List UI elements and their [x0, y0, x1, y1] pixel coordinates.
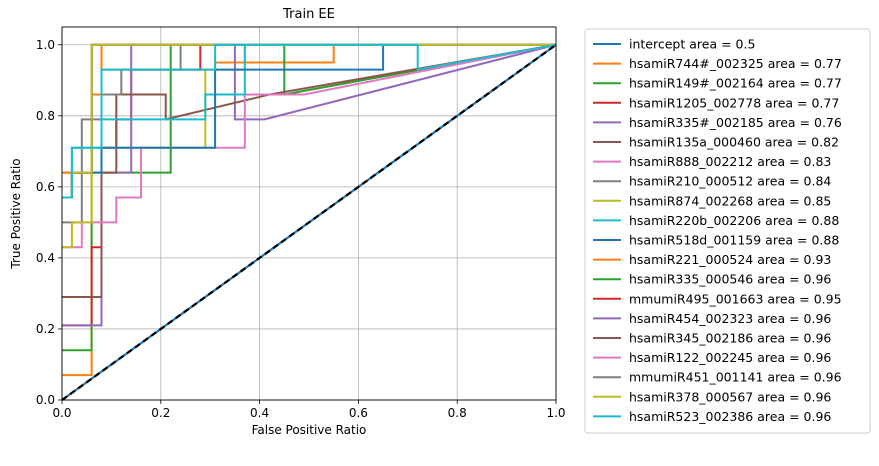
series-line-hsamir220b-002206 [62, 43, 556, 199]
legend-entry: hsamiR1205_002778 area = 0.77 [629, 95, 839, 110]
legend-entry: hsamiR149#_002164 area = 0.77 [629, 76, 842, 91]
x-tick-label: 0.2 [151, 406, 170, 420]
grid-lines [61, 27, 557, 401]
legend-entry: hsamiR210_000512 area = 0.84 [629, 174, 831, 189]
x-tick-label: 0.0 [52, 406, 71, 420]
x-tick-label: 1.0 [546, 406, 565, 420]
y-tick-label: 0.4 [36, 251, 55, 265]
series-line-mmumir495-001663 [62, 43, 556, 199]
legend-entry: hsamiR135a_000460 area = 0.82 [629, 135, 839, 150]
series-line-hsamir518d-001159 [62, 43, 556, 174]
series-line-hsamir335-000546 [62, 43, 556, 199]
series-line-hsamir122-002245 [62, 43, 556, 199]
y-tick-label: 0.6 [36, 180, 55, 194]
series-line-hsamir454-002323 [62, 43, 556, 199]
x-axis-label: False Positive Ratio [252, 423, 367, 437]
y-tick-label: 0.8 [36, 109, 55, 123]
x-tick-label: 0.6 [349, 406, 368, 420]
legend-entry: mmumiR495_001663 area = 0.95 [629, 291, 842, 306]
x-tick-label: 0.4 [250, 406, 269, 420]
series-layer [62, 43, 557, 377]
legend-entry: hsamiR335_000546 area = 0.96 [629, 272, 831, 287]
legend-entry: hsamiR122_002245 area = 0.96 [629, 350, 831, 365]
axis-ticks: 0.0 0.2 0.4 0.6 0.8 1.0 0.0 0.2 0.4 0.6 0.8 1.0 [36, 38, 566, 420]
legend-frame [584, 28, 871, 434]
legend-entry: hsamiR335#_002185 area = 0.76 [629, 115, 842, 130]
legend-entry: hsamiR744#_002325 area = 0.77 [629, 56, 842, 71]
legend-entry: hsamiR378_000567 area = 0.96 [629, 389, 831, 404]
chart-title: Train EE [282, 7, 335, 22]
legend-entry: hsamiR220b_002206 area = 0.88 [629, 213, 839, 228]
series-line-hsamir523-002386 [62, 43, 557, 199]
series-line-hsamir135a-000460 [62, 43, 557, 298]
legend-entry: hsamiR888_002212 area = 0.83 [629, 154, 831, 169]
series-line-hsamir874-002268 [62, 43, 556, 249]
legend-entry: hsamiR523_002386 area = 0.96 [629, 409, 831, 424]
legend-entry: hsamiR874_002268 area = 0.85 [629, 193, 831, 208]
series-line-hsamir378-000567 [62, 43, 556, 199]
y-tick-label: 0.2 [36, 322, 55, 336]
y-tick-label: 1.0 [36, 38, 55, 52]
intercept-dashed-line [61, 43, 557, 401]
legend-entry: hsamiR454_002323 area = 0.96 [629, 311, 831, 326]
plot-frame [61, 26, 557, 401]
diagonal-layer [61, 43, 557, 401]
series-line-mmumir451-001141 [62, 43, 556, 199]
legend-entry: hsamiR345_002186 area = 0.96 [629, 331, 831, 346]
legend: intercept area = 0.5 hsamiR744#_002325 ar… [584, 28, 871, 434]
series-line-hsamir888-002212 [62, 43, 557, 249]
series-line-hsamir345-002186 [62, 43, 556, 199]
series-line-hsamir210-000512 [62, 43, 556, 224]
x-tick-label: 0.8 [448, 406, 467, 420]
legend-entry: mmumiR451_001141 area = 0.96 [629, 370, 842, 385]
y-tick-label: 0.0 [36, 393, 55, 407]
legend-entry: hsamiR518d_001159 area = 0.88 [629, 233, 839, 248]
legend-entry: intercept area = 0.5 [629, 37, 755, 52]
legend-entry: hsamiR221_000524 area = 0.93 [629, 252, 831, 267]
y-axis-label: True Positive Ratio [9, 158, 23, 269]
